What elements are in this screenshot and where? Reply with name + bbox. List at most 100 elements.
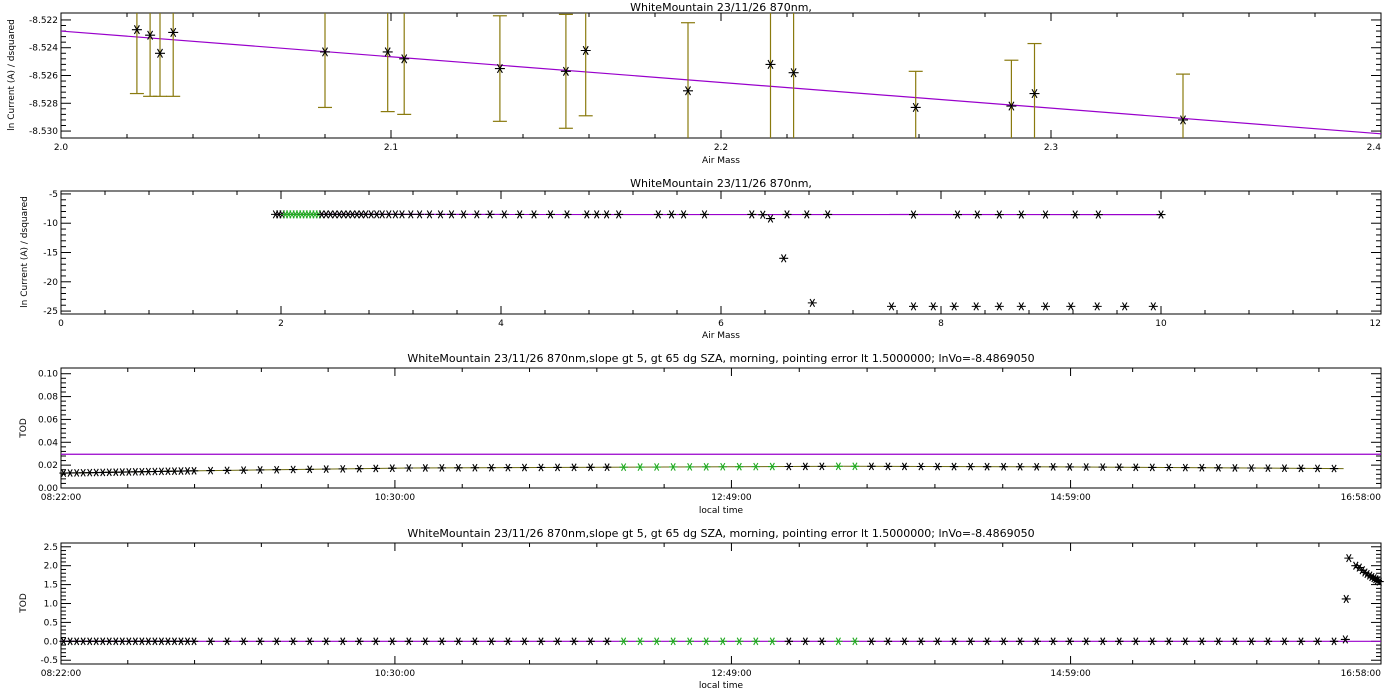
data-point — [155, 48, 165, 58]
data-point — [388, 637, 397, 646]
y-tick-label: 0.08 — [38, 393, 58, 403]
selected-point — [619, 637, 628, 646]
data-point — [972, 210, 982, 219]
data-point — [404, 464, 414, 472]
data-point — [928, 302, 938, 311]
data-point — [1098, 463, 1107, 472]
data-point — [909, 210, 918, 219]
y-tick-label: -15 — [43, 249, 58, 259]
data-point — [586, 637, 595, 646]
data-point — [817, 637, 827, 646]
panel-tod-zoom: WhiteMountain 23/11/26 870nm,slope gt 5,… — [19, 352, 1382, 516]
data-point — [1247, 464, 1256, 472]
data-point — [494, 63, 505, 74]
data-point — [239, 466, 248, 475]
data-marks — [59, 553, 1384, 646]
data-point — [784, 462, 794, 471]
data-point — [189, 466, 199, 475]
data-point — [569, 463, 579, 472]
x-tick-label: 0 — [58, 319, 64, 329]
data-point — [206, 637, 215, 646]
data-point — [953, 210, 962, 219]
data-point — [700, 210, 709, 219]
data-point — [470, 463, 480, 472]
data-point — [1164, 463, 1174, 472]
chart-title: WhiteMountain 23/11/26 870nm,slope gt 5,… — [407, 527, 1034, 540]
x-tick-label: 6 — [718, 319, 724, 329]
data-point — [1015, 637, 1025, 646]
data-point — [683, 86, 693, 96]
data-point — [602, 637, 612, 646]
data-point — [1148, 637, 1157, 646]
data-point — [1178, 115, 1188, 125]
data-point — [1006, 101, 1017, 111]
selected-point — [718, 462, 727, 471]
x-tick-label: 10 — [1155, 319, 1167, 329]
data-point — [239, 637, 248, 646]
x-tick-label: 2.3 — [1044, 143, 1058, 153]
data-point — [454, 463, 463, 472]
data-point — [807, 298, 817, 308]
x-tick-label: 16:58:00 — [1341, 493, 1382, 503]
data-point — [1066, 302, 1076, 311]
fit-line — [60, 30, 1382, 135]
selected-point — [635, 463, 645, 472]
selected-point — [850, 637, 860, 646]
late-point — [1341, 594, 1351, 604]
x-tick-label: 4 — [498, 319, 504, 329]
chart-title: WhiteMountain 23/11/26 870nm,slope gt 5,… — [407, 352, 1034, 365]
data-point — [322, 465, 331, 473]
data-point — [272, 465, 281, 474]
data-point — [887, 302, 896, 311]
y-tick-label: 0.00 — [38, 484, 58, 494]
data-point — [1065, 462, 1074, 471]
selected-point — [834, 462, 843, 471]
y-tick-label: 0.04 — [38, 438, 58, 448]
data-point — [1329, 464, 1339, 473]
data-point — [602, 210, 612, 219]
data-point — [569, 637, 579, 646]
data-point — [470, 637, 480, 646]
late-point — [1374, 577, 1384, 586]
axis-ticks: 08:22:00 10:30:00 12:49:00 14:59:00 16:58:00… — [40, 543, 1382, 679]
data-point — [667, 210, 676, 219]
data-point — [966, 462, 975, 471]
selected-point — [702, 462, 711, 471]
data-point — [1230, 463, 1240, 472]
y-tick-label: 0.10 — [38, 370, 58, 380]
data-point — [602, 463, 612, 472]
y-tick-label: -8.522 — [29, 16, 58, 26]
data-point — [546, 210, 555, 219]
data-point — [1082, 637, 1091, 646]
data-point — [553, 637, 562, 646]
x-tick-label: 10:30:00 — [375, 669, 416, 679]
data-point — [131, 25, 142, 35]
data-point — [1148, 302, 1158, 311]
y-tick-label: -25 — [43, 307, 58, 317]
data-point — [867, 462, 876, 471]
y-tick-label: -0.5 — [40, 656, 58, 666]
data-point — [421, 637, 430, 646]
data-point — [529, 210, 539, 219]
panel-tod-full: WhiteMountain 23/11/26 870nm,slope gt 5,… — [19, 527, 1384, 691]
data-point — [1280, 464, 1289, 473]
data-point — [1247, 637, 1256, 646]
data-point — [1065, 637, 1074, 646]
data-point — [437, 463, 447, 472]
data-point — [415, 210, 425, 219]
x-tick-label: 2 — [278, 319, 284, 329]
data-point — [520, 463, 529, 472]
late-point — [1344, 553, 1354, 563]
data-point — [459, 210, 469, 219]
data-point — [1214, 637, 1223, 646]
data-point — [867, 637, 876, 646]
data-point — [1048, 637, 1058, 646]
data-point — [1148, 463, 1157, 472]
x-tick-label: 2.1 — [384, 143, 398, 153]
axis-ticks: 2.0 2.1 2.2 2.3 2.4 -8.522 -8.524 -8.526 -8.528 -… — [29, 13, 1382, 153]
y-tick-label: 0.06 — [38, 415, 58, 425]
y-tick-label: 0.0 — [44, 637, 59, 647]
selected-point — [751, 462, 760, 471]
data-point — [949, 637, 959, 646]
data-point — [1156, 210, 1166, 219]
